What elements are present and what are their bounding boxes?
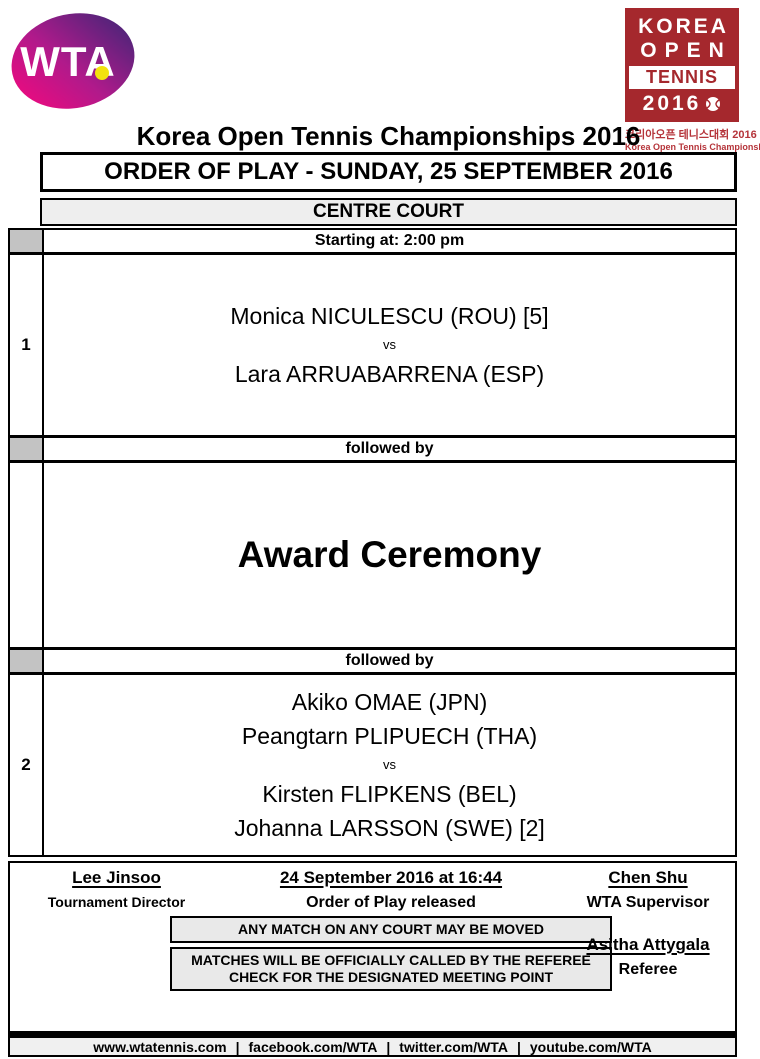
notice-match-may-be-moved: ANY MATCH ON ANY COURT MAY BE MOVED xyxy=(170,916,612,943)
release-info-block: 24 September 2016 at 16:44 Order of Play… xyxy=(170,868,612,991)
award-ceremony-number-cell xyxy=(10,463,44,647)
notice-called-by-referee-line-1: MATCHES WILL BE OFFICIALLY CALLED BY THE… xyxy=(191,952,591,968)
link-separator: | xyxy=(516,1038,521,1055)
link-separator: | xyxy=(235,1038,240,1055)
followed-by-2-corner-cell xyxy=(10,650,44,672)
notice-called-by-referee-line-2: CHECK FOR THE DESIGNATED MEETING POINT xyxy=(228,969,554,985)
social-links-bar: www.wtatennis.com | facebook.com/WTA | t… xyxy=(8,1036,737,1057)
tournament-director-name: Lee Jinsoo xyxy=(72,868,161,887)
release-date: 24 September 2016 at 16:44 xyxy=(279,868,503,887)
link-twitter[interactable]: twitter.com/WTA xyxy=(399,1038,508,1055)
award-ceremony-row: Award Ceremony xyxy=(10,460,735,647)
match-1-player-1: Monica NICULESCU (ROU) [5] xyxy=(230,303,549,329)
korea-logo-word-korea: KOREA xyxy=(638,15,729,38)
start-time-row-corner-cell xyxy=(10,230,44,252)
page-title: Korea Open Tennis Championships 2016 xyxy=(136,121,641,151)
start-time-row: Starting at: 2:00 pm xyxy=(10,230,735,252)
schedule-table: Starting at: 2:00 pm 1 Monica NICULESCU … xyxy=(8,228,737,857)
court-header: CENTRE COURT xyxy=(40,198,737,226)
tennis-ball-icon xyxy=(706,97,721,111)
followed-by-row-2: followed by xyxy=(10,647,735,672)
wta-supervisor-name: Chen Shu xyxy=(608,868,688,887)
korea-logo-english-text: Korea Open Tennis Championships xyxy=(625,142,760,152)
notice-called-by-referee: MATCHES WILL BE OFFICIALLY CALLED BY THE… xyxy=(170,947,612,991)
followed-by-1-corner-cell xyxy=(10,438,44,460)
officials-footer: Lee Jinsoo Tournament Director 24 Septem… xyxy=(8,861,737,1036)
match-1-vs-label: vs xyxy=(383,337,396,352)
wta-supervisor-block: Chen Shu WTA Supervisor xyxy=(563,868,733,912)
match-2-team2-player-1: Kirsten FLIPKENS (BEL) xyxy=(262,781,517,807)
followed-by-1-label: followed by xyxy=(345,440,434,457)
korea-logo-word-tennis: TENNIS xyxy=(629,66,735,89)
korea-logo-word-open: OPEN xyxy=(640,39,732,62)
start-time-label: Starting at: 2:00 pm xyxy=(314,232,465,249)
match-1-player-2: Lara ARRUABARRENA (ESP) xyxy=(234,361,545,387)
release-label: Order of Play released xyxy=(306,894,476,911)
link-wtatennis[interactable]: www.wtatennis.com xyxy=(93,1038,227,1055)
match-2-row: 2 Akiko OMAE (JPN) Peangtarn PLIPUECH (T… xyxy=(10,672,735,855)
korea-logo-year: 2016 xyxy=(642,92,702,115)
link-separator: | xyxy=(386,1038,391,1055)
match-2-vs-label: vs xyxy=(383,757,396,772)
award-ceremony-label: Award Ceremony xyxy=(237,534,542,575)
wta-yellow-dot xyxy=(95,66,109,80)
followed-by-row-1: followed by xyxy=(10,435,735,460)
match-2-team1-player-1: Akiko OMAE (JPN) xyxy=(291,689,488,715)
tournament-director-role: Tournament Director xyxy=(47,894,186,910)
match-2-number: 2 xyxy=(10,675,44,855)
match-1-row: 1 Monica NICULESCU (ROU) [5] vs Lara ARR… xyxy=(10,252,735,435)
link-facebook[interactable]: facebook.com/WTA xyxy=(248,1038,378,1055)
referee-role: Referee xyxy=(618,961,678,978)
match-1-number: 1 xyxy=(10,255,44,435)
wta-logo-icon: WTA xyxy=(11,13,135,109)
tournament-director-block: Lee Jinsoo Tournament Director xyxy=(24,868,209,910)
referee-name: Asitha Attygala xyxy=(586,935,710,954)
match-2-team1-player-2: Peangtarn PLIPUECH (THA) xyxy=(241,723,538,749)
referee-block: Asitha Attygala Referee xyxy=(563,935,733,979)
match-2-team2-player-2: Johanna LARSSON (SWE) [2] xyxy=(234,815,545,841)
korea-logo-korean-text: 코리아오픈 테니스대회 2016 xyxy=(625,129,757,141)
link-youtube[interactable]: youtube.com/WTA xyxy=(529,1038,652,1055)
wta-logo: WTA xyxy=(8,6,138,121)
korea-open-logo: KOREA OPEN TENNIS 2016 코리아오픈 테니스대회 2016 … xyxy=(625,8,760,152)
followed-by-2-label: followed by xyxy=(345,652,434,669)
wta-supervisor-role: WTA Supervisor xyxy=(586,894,710,911)
korea-open-logo-square: KOREA OPEN TENNIS 2016 xyxy=(625,8,739,122)
order-of-play-banner: ORDER OF PLAY - SUNDAY, 25 SEPTEMBER 201… xyxy=(40,152,737,192)
